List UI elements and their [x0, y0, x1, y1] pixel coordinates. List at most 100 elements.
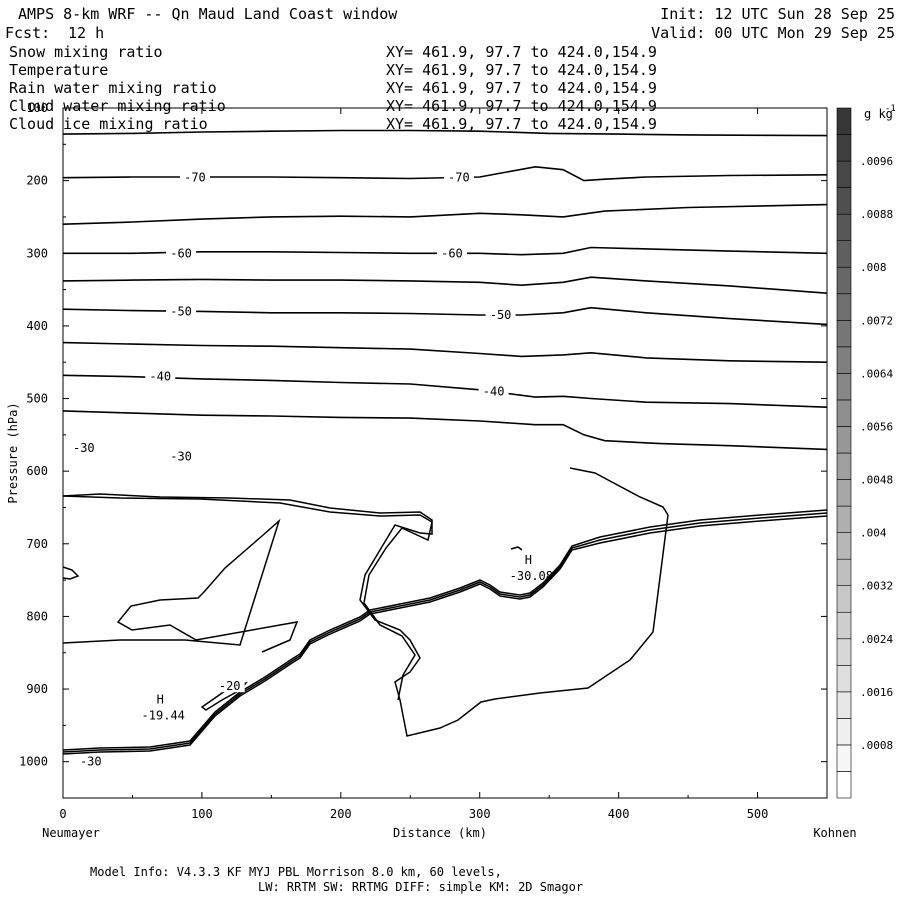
- contour-label-bg: [179, 170, 210, 184]
- contour-label-40-1: -40: [483, 384, 505, 398]
- y-tick-label-1000: 1000: [19, 755, 48, 769]
- colorbar-segment: [836, 240, 852, 268]
- contour-label-70-0: -70: [184, 171, 206, 185]
- x-axis-label: Distance (km): [393, 826, 487, 840]
- colorbar-segment: [836, 399, 852, 427]
- temperature-contour-40: [62, 374, 828, 408]
- colorbar-units: g kg: [864, 107, 893, 121]
- colorbar-segment: [836, 266, 852, 295]
- contour-label-70-1: -70: [448, 171, 470, 185]
- contour-left-edge: [62, 566, 80, 580]
- field-xy-3: XY= 461.9, 97.7 to 424.0,154.9: [386, 97, 657, 115]
- colorbar-tick-1: .0088: [860, 208, 893, 221]
- contour-label-50-1: -50: [490, 308, 512, 322]
- contour-label-bg: [145, 369, 176, 383]
- colorbar-segment: [836, 213, 852, 241]
- colorbar-segment: [836, 611, 852, 640]
- colorbar-tick-0: .0096: [860, 155, 893, 168]
- maximum-value-0: -30.08: [510, 569, 553, 583]
- field-xy-4: XY= 461.9, 97.7 to 424.0,154.9: [386, 115, 657, 133]
- colorbar-tick-10: .0016: [860, 686, 893, 699]
- maximum-marker-1: H: [157, 693, 164, 707]
- maximum-value-1: -19.44: [142, 709, 185, 723]
- colorbar-units-exponent: -1: [885, 104, 896, 114]
- contour-label-50-0: -50: [170, 304, 192, 318]
- colorbar-segment: [836, 691, 852, 719]
- temperature-contour-60: [63, 246, 828, 256]
- colorbar-segment: [836, 107, 852, 135]
- colorbar-segment: [836, 187, 852, 215]
- contour-minus-30-inner: [62, 495, 433, 701]
- fcst-label: Fcst:: [5, 24, 50, 42]
- temperature-contour-55: [62, 276, 828, 294]
- x-endpoint-right: Kohnen: [813, 826, 856, 840]
- colorbar-segment: [836, 665, 852, 693]
- x-tick-label-300: 300: [469, 807, 491, 821]
- y-axis-label: Pressure (hPa): [6, 402, 20, 503]
- colorbar-segment: [836, 585, 852, 613]
- contour-label-bg: [166, 449, 197, 463]
- x-tick-label-100: 100: [191, 807, 213, 821]
- colorbar-segment: [836, 744, 852, 772]
- y-tick-label-400: 400: [26, 319, 48, 333]
- contour-label-bg: [214, 679, 245, 693]
- colorbar-tick-9: .0024: [860, 633, 893, 646]
- temperature-contour-45: [62, 341, 828, 363]
- x-tick-label-500: 500: [747, 807, 769, 821]
- colorbar-segment: [836, 505, 852, 533]
- colorbar-tick-4: .0064: [860, 367, 893, 380]
- colorbar-segment: [836, 320, 852, 348]
- contour-minus-30-west: [62, 467, 669, 737]
- colorbar-tick-7: .004: [860, 527, 887, 540]
- colorbar: .0096 .0088 .008 .0072 .0064 .0056 .0048 .004 .0…: [836, 107, 893, 799]
- colorbar-segment: [836, 134, 852, 162]
- temperature-contour-70: [62, 165, 828, 182]
- contour-minus-30-lobe: [62, 518, 299, 653]
- contour-label-30-0: -30: [80, 755, 102, 769]
- y-tick-label-800: 800: [26, 609, 48, 623]
- contour-label-bg: [166, 246, 197, 260]
- temperature-contour-65: [62, 203, 828, 225]
- colorbar-segment: [836, 479, 852, 507]
- field-name-4: Cloud ice mixing ratio: [9, 115, 208, 133]
- surface-line-3: [62, 515, 828, 755]
- temperature-contour-50: [62, 306, 828, 326]
- field-xy-2: XY= 461.9, 97.7 to 424.0,154.9: [386, 79, 657, 97]
- colorbar-segment: [836, 558, 852, 586]
- field-name-2: Rain water mixing ratio: [9, 79, 217, 97]
- colorbar-tick-8: .0032: [860, 580, 893, 593]
- y-tick-label-200: 200: [26, 174, 48, 188]
- contour-label-60-1: -60: [441, 246, 463, 260]
- field-name-1: Temperature: [9, 61, 108, 79]
- field-xy-1: XY= 461.9, 97.7 to 424.0,154.9: [386, 61, 657, 79]
- field-legend: Snow mixing ratio XY= 461.9, 97.7 to 424.…: [9, 43, 657, 133]
- x-tick-label-200: 200: [330, 807, 352, 821]
- y-axis: 100 200 300 400 500 600 700 800 900 1000: [19, 101, 827, 799]
- y-tick-label-900: 900: [26, 682, 48, 696]
- contour-label-bg: [478, 384, 509, 398]
- contour-label-bg: [443, 170, 474, 184]
- surface-line-2: [62, 512, 828, 753]
- temperature-contours: [62, 129, 828, 451]
- footer-line-2: LW: RRTM SW: RRTMG DIFF: simple KM: 2D S…: [258, 880, 583, 894]
- y-tick-label-600: 600: [26, 464, 48, 478]
- colorbar-tick-6: .0048: [860, 474, 893, 487]
- colorbar-segment: [836, 771, 852, 799]
- field-xy-0: XY= 461.9, 97.7 to 424.0,154.9: [386, 43, 657, 61]
- contour-label-bg: [166, 304, 197, 318]
- fcst-value: 12 h: [68, 24, 104, 42]
- colorbar-segment: [836, 373, 852, 401]
- y-tick-label-500: 500: [26, 392, 48, 406]
- x-endpoint-left: Neumayer: [42, 826, 100, 840]
- colorbar-tick-2: .008: [860, 261, 887, 274]
- colorbar-segment: [836, 426, 852, 454]
- contour-labels: -70 -70 -60 -60 -50 -50 -40 -40 -30 -30 -20 -30: [68, 170, 516, 769]
- y-tick-label-300: 300: [26, 246, 48, 260]
- x-tick-label-400: 400: [608, 807, 630, 821]
- colorbar-segment: [836, 346, 852, 374]
- colorbar-segment: [836, 718, 852, 746]
- colorbar-tick-11: .0008: [860, 739, 893, 752]
- colorbar-segment: [836, 293, 852, 321]
- contour-label-bg: [68, 440, 99, 454]
